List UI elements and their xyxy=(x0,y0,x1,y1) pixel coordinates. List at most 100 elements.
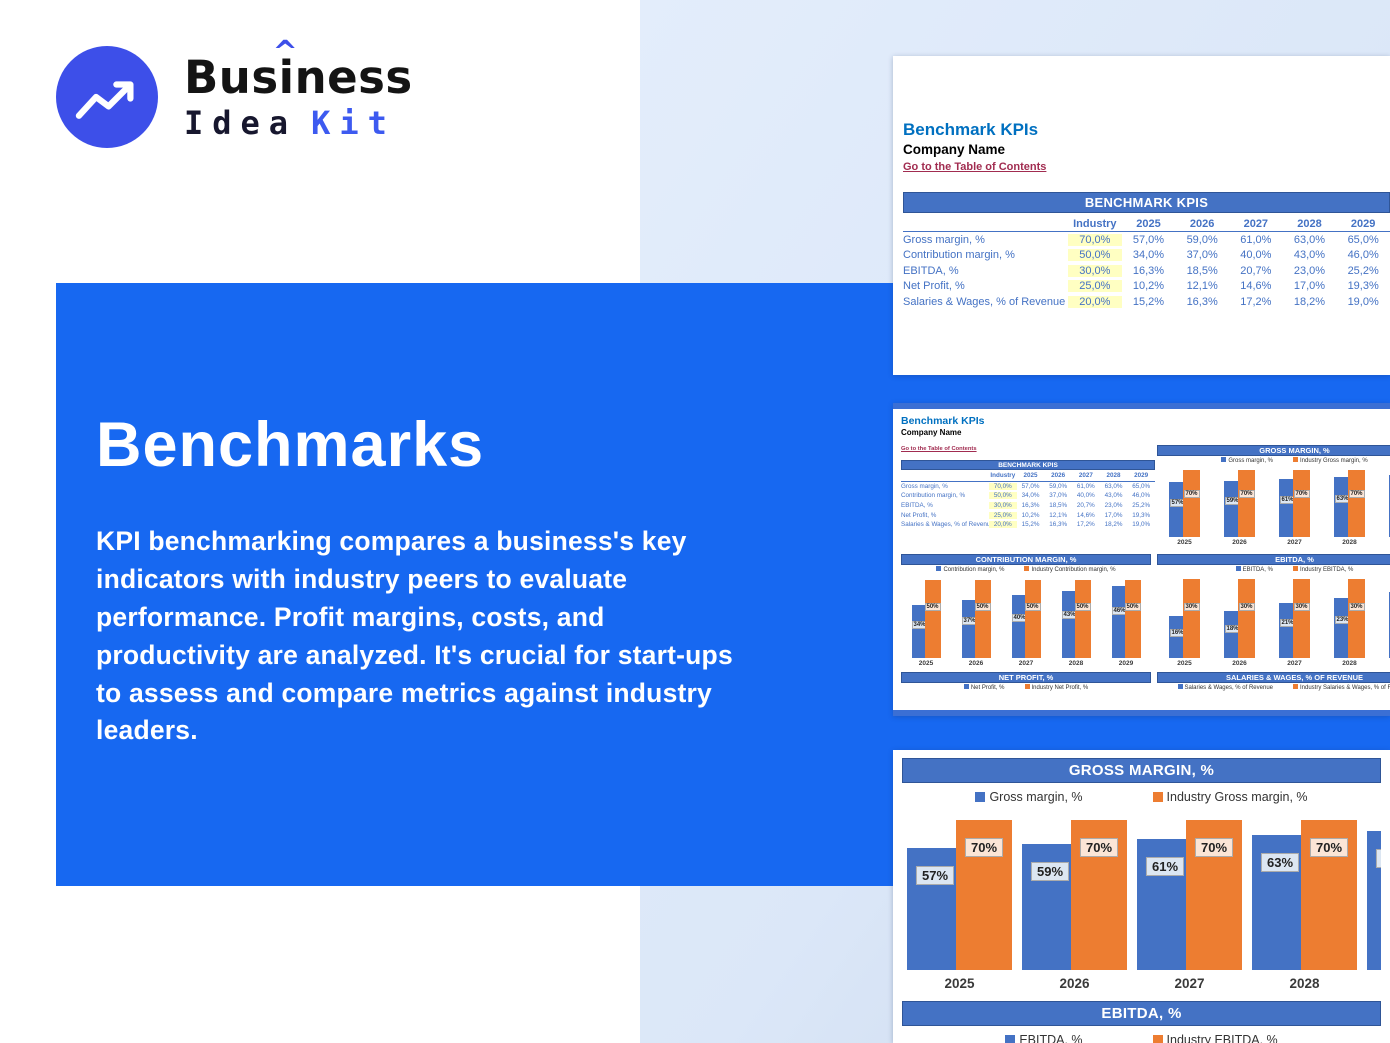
bar-value-label: 65% xyxy=(1375,848,1381,868)
kpi-row-label: Salaries & Wages, % of Revenue xyxy=(901,521,989,529)
kpi-cell: 20,7% xyxy=(1240,264,1272,277)
chart-legend: EBITDA, % Industry EBITDA, % xyxy=(1157,565,1390,573)
kpi-cell: 61,0% xyxy=(1240,234,1272,247)
benchmark-kpis-table: BENCHMARK KPIS Industry 2025 2026 2027 2028 20… xyxy=(903,192,1390,309)
kpi-header-cell: 2025 xyxy=(1136,217,1161,230)
legend-swatch-icon xyxy=(1293,683,1298,689)
legend-item: EBITDA, % xyxy=(1005,1033,1083,1043)
table-row: Net Profit, % 25,0% 10,2% 12,1% 14,6% 17,0% 19… xyxy=(903,279,1390,294)
kpi-cell: 18,2% xyxy=(1104,521,1123,529)
category-label: 2026 xyxy=(1232,539,1247,546)
kpi-row-label: Salaries & Wages, % of Revenue xyxy=(903,295,1066,308)
table-row: EBITDA, % 30,0% 16,3% 18,5% 20,7% 23,0% 25,2% xyxy=(901,501,1155,511)
bar-company: 63% xyxy=(1252,835,1308,970)
table-row: Salaries & Wages, % of Revenue 20,0% 15,2%… xyxy=(901,520,1155,530)
sheet-header-mini: Benchmark KPIs Company Name Go to the Ta… xyxy=(901,415,1155,455)
bar-value-label: 70% xyxy=(1238,490,1255,499)
table-row: Gross margin, % 70,0% 57,0% 59,0% 61,0% 63,0%… xyxy=(901,482,1155,492)
bar-group: 65%70% xyxy=(1377,469,1390,537)
kpi-cell: 37,0% xyxy=(1049,492,1068,500)
legend-item: Net Profit, % xyxy=(963,683,1005,691)
bar-industry: 50% xyxy=(1024,579,1041,658)
bar-company: 57% xyxy=(1169,482,1186,537)
bar-industry: 30% xyxy=(1183,579,1200,658)
bar-group: 43% 50% xyxy=(1051,578,1101,658)
category-label: 2028 xyxy=(1342,539,1357,546)
kpi-cell: 15,2% xyxy=(1021,521,1040,529)
kpi-cell: 20,7% xyxy=(1076,502,1095,510)
kpi-cell: 34,0% xyxy=(1021,492,1040,500)
kpi-cell: 10,2% xyxy=(1021,511,1040,519)
trend-arrow-icon xyxy=(56,46,158,148)
bar-industry: 30% xyxy=(1348,579,1365,658)
chart-banner: EBITDA, % xyxy=(1157,554,1390,565)
bar-group: 21% 30% xyxy=(1267,578,1322,658)
bar-group: 59% 70% xyxy=(1212,469,1267,537)
kpi-industry-cell: 25,0% xyxy=(1068,280,1122,293)
bar-company: 18% xyxy=(1224,610,1241,658)
bar-group: 18% 30% xyxy=(1212,578,1267,658)
kpi-cell: 40,0% xyxy=(1076,492,1095,500)
bar-group: 23% 30% xyxy=(1322,578,1377,658)
category-label: 2027 xyxy=(1287,660,1302,667)
category-label: 2029 xyxy=(1362,976,1381,991)
table-row: Net Profit, % 25,0% 10,2% 12,1% 14,6% 17,0% 19… xyxy=(901,510,1155,520)
category-label: 2027 xyxy=(1174,976,1205,991)
bar-company: 21% xyxy=(1279,602,1296,658)
legend-swatch-icon xyxy=(1152,791,1163,802)
bar-group: 46% 50% xyxy=(1101,578,1151,658)
bar-company: 65% xyxy=(1367,830,1381,970)
bar-company: 61% xyxy=(1137,839,1193,970)
hero-description: KPI benchmarking compares a business's k… xyxy=(96,526,733,746)
table-banner: BENCHMARK KPIS xyxy=(901,460,1155,470)
chart-banner: NET PROFIT, % xyxy=(901,672,1151,683)
kpi-header-cell: Industry xyxy=(1073,217,1117,230)
table-row: Salaries & Wages, % of Revenue 20,0% 15,2%… xyxy=(903,294,1390,309)
legend-item: Industry Gross margin, % xyxy=(1293,456,1368,464)
contribution-margin-mini-chart: CONTRIBUTION MARGIN, % Contribution margi… xyxy=(901,554,1151,667)
bar-value-label: 70% xyxy=(1183,490,1200,499)
kpi-cell: 17,2% xyxy=(1076,521,1095,529)
category-label: 2029 xyxy=(1118,660,1134,667)
benchmark-kpis-table-mini: BENCHMARK KPIS Industry 2025 2026 2027 2028 20… xyxy=(901,460,1155,530)
top-strip xyxy=(893,403,1390,409)
kpi-cell: 46,0% xyxy=(1347,249,1379,262)
kpi-header-cell: Industry xyxy=(990,472,1016,480)
gross-margin-chart-screenshot: GROSS MARGIN, % Gross margin, % Industry G… xyxy=(893,750,1390,1043)
bar-industry: 70% xyxy=(956,820,1012,970)
kpi-cell: 19,0% xyxy=(1347,295,1379,308)
kpi-cell: 12,1% xyxy=(1186,280,1218,293)
kpi-cell: 23,0% xyxy=(1293,264,1326,277)
chart-banner: GROSS MARGIN, % xyxy=(1157,445,1390,456)
category-label: 2028 xyxy=(1068,660,1084,667)
brand-bottom-line: Idea Kit xyxy=(184,104,396,142)
table-of-contents-link[interactable]: Go to the Table of Contents xyxy=(903,161,1047,173)
chart-banner: GROSS MARGIN, % xyxy=(902,758,1381,783)
chart-plot: 16%30%18%30%21%30%23%30%25%30% xyxy=(1157,578,1390,658)
chart-banner: EBITDA, % xyxy=(902,1001,1381,1026)
kpi-cell: 18,5% xyxy=(1049,502,1068,510)
bar-value-label: 50% xyxy=(1074,603,1091,612)
kpi-cell: 19,0% xyxy=(1132,521,1151,529)
bar-value-label: 50% xyxy=(924,603,941,612)
legend-swatch-icon xyxy=(936,565,942,571)
table-of-contents-link[interactable]: Go to the Table of Contents xyxy=(901,446,977,452)
category-label: 2025 xyxy=(1177,539,1192,546)
bar-group: 63% 70% xyxy=(1322,469,1377,537)
kpi-cell: 43,0% xyxy=(1293,249,1326,262)
bar-value-label: 30% xyxy=(1238,602,1255,611)
brand-top-line: Busi ^ ness xyxy=(184,35,413,104)
hero-section: Benchmarks KPI benchmarking compares a b… xyxy=(96,414,756,750)
category-label: 2025 xyxy=(918,660,934,667)
kpi-row-label: Gross margin, % xyxy=(901,482,948,490)
bar-company: 63% xyxy=(1334,476,1351,537)
bar-group: 16% 30% xyxy=(1157,578,1212,658)
bar-industry: 70% xyxy=(1071,820,1127,970)
bar-value-label: 70% xyxy=(1194,838,1234,858)
chart-banner: SALARIES & WAGES, % OF REVENUE xyxy=(1157,672,1390,683)
category-label: 2026 xyxy=(1059,976,1090,991)
sheet-title: Benchmark KPIs xyxy=(901,415,985,427)
bar-value-label: 50% xyxy=(1124,603,1141,612)
chart-plot: 57%70%59%70%61%70%63%70%65%70% xyxy=(1157,469,1390,537)
kpi-cell: 46,0% xyxy=(1132,492,1151,500)
